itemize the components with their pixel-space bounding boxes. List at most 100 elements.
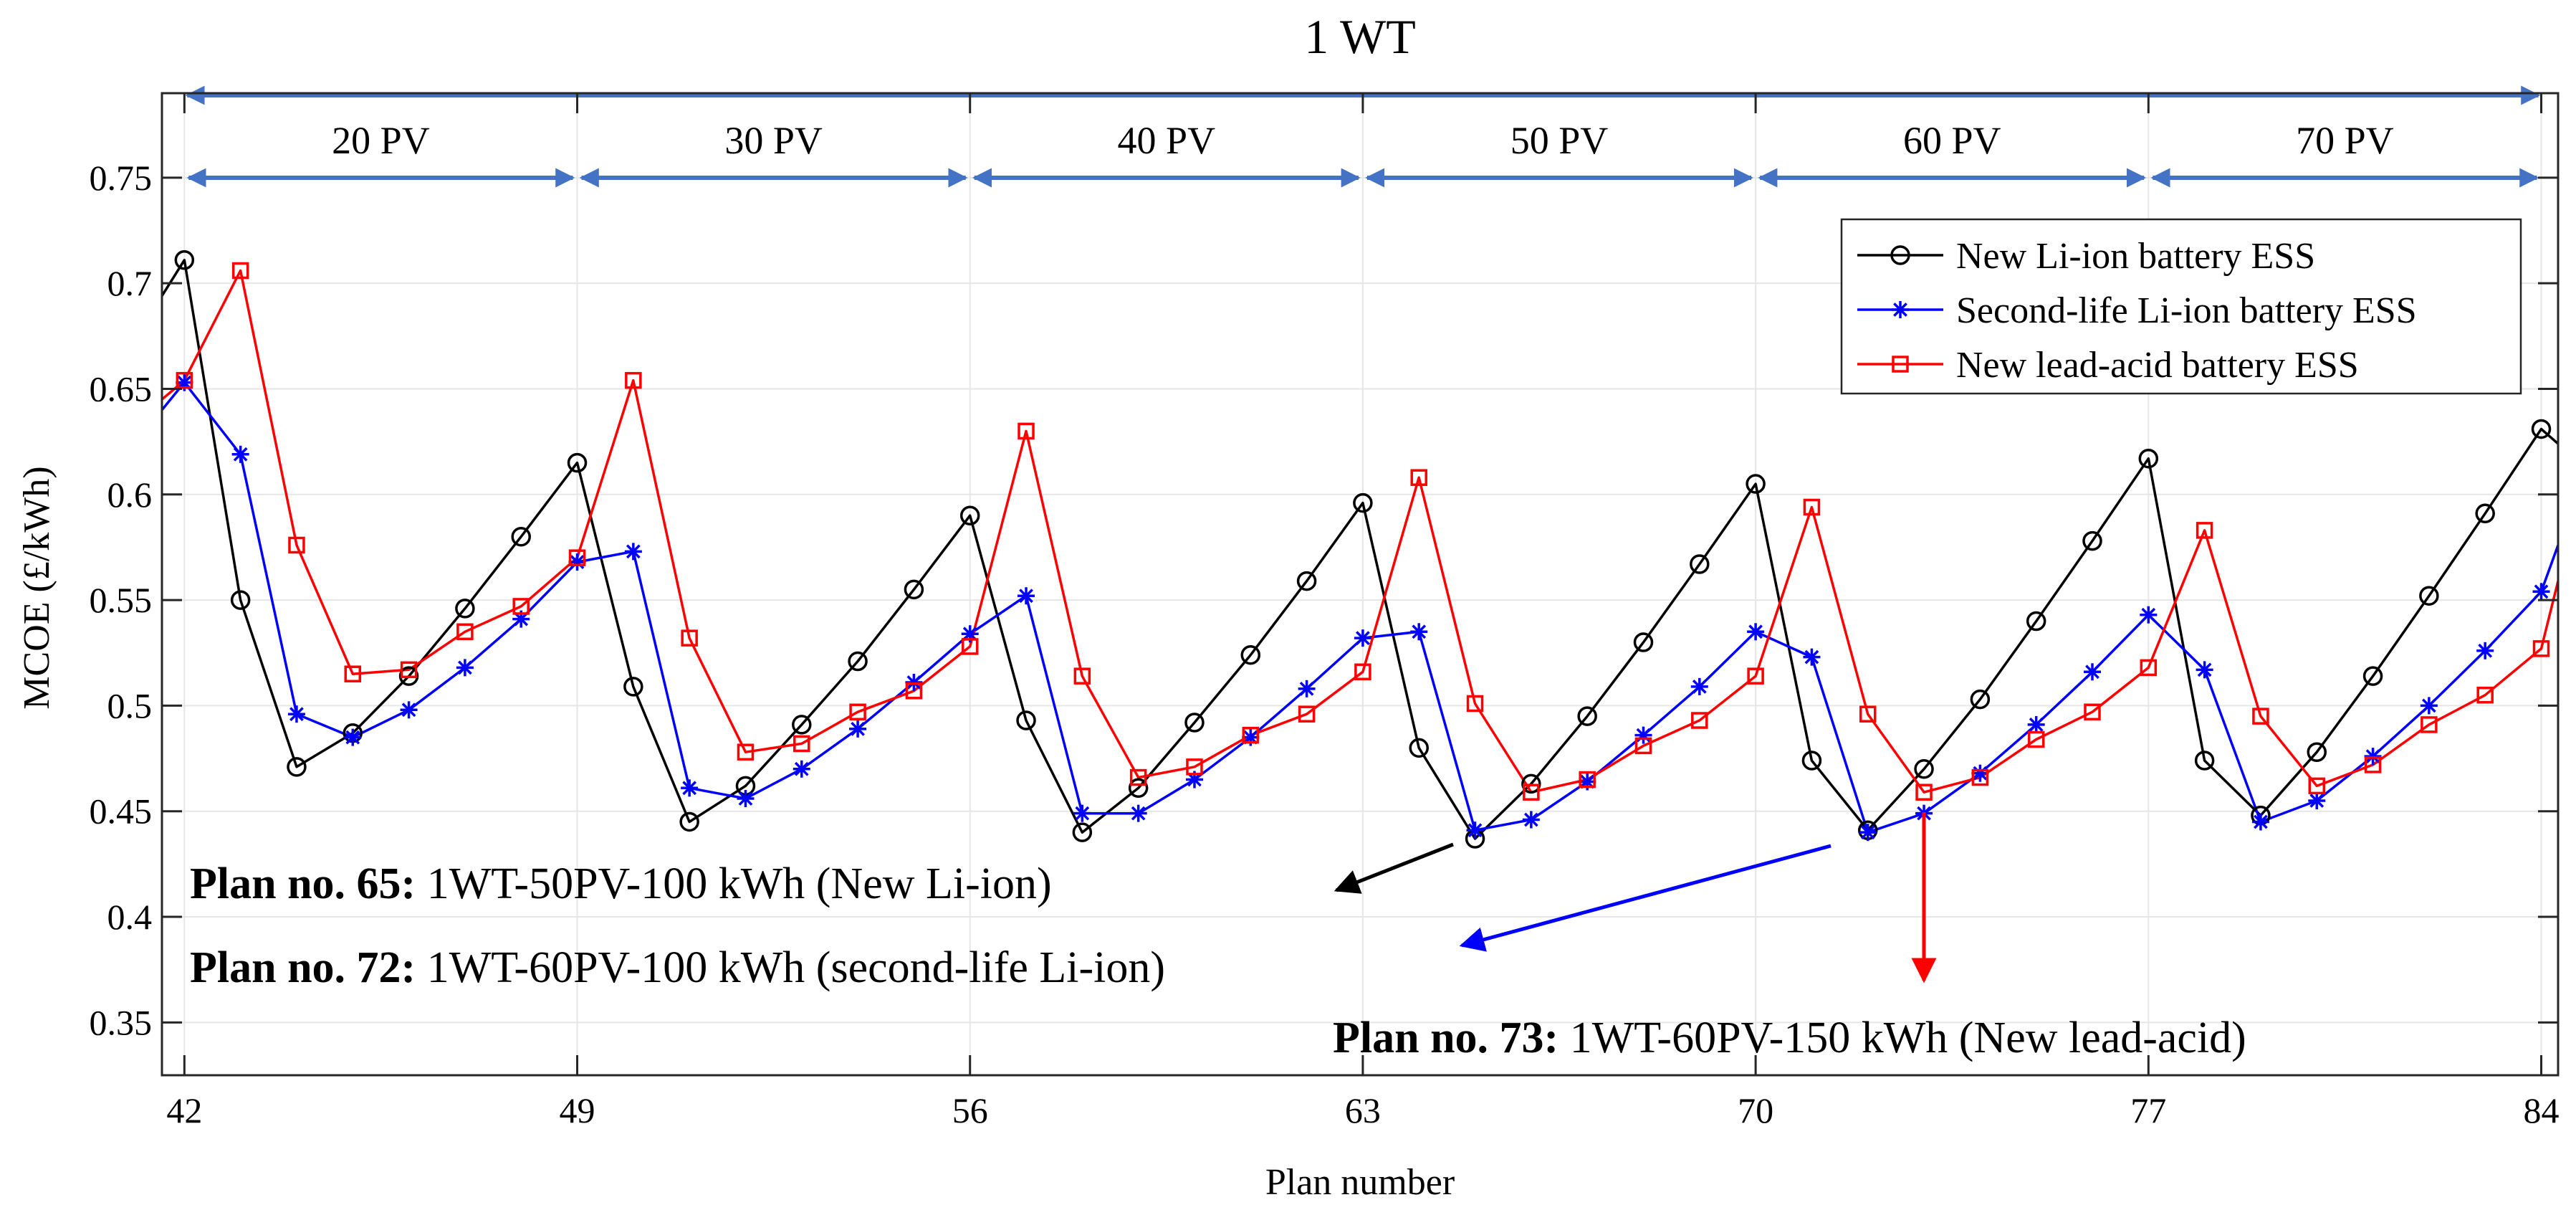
series-line-new-li-ion-battery-ess xyxy=(162,259,2558,840)
point-second-life-li-ion-battery-ess-50 xyxy=(624,543,642,561)
point-new-li-ion-battery-ess-51 xyxy=(679,811,699,832)
series-line-new-lead-acid-battery-ess xyxy=(162,269,2558,794)
point-second-life-li-ion-battery-ess-75 xyxy=(2027,715,2045,733)
point-new-li-ion-battery-ess-54 xyxy=(848,651,868,672)
point-new-li-ion-battery-ess-57 xyxy=(1016,710,1036,730)
point-second-life-li-ion-battery-ess-55 xyxy=(905,674,923,691)
point-new-lead-acid-battery-ess-70 xyxy=(1747,667,1764,685)
point-new-li-ion-battery-ess-81 xyxy=(2362,666,2383,686)
point-new-li-ion-battery-ess-75 xyxy=(2026,611,2046,632)
point-new-lead-acid-battery-ess-50 xyxy=(625,371,642,389)
point-new-lead-acid-battery-ess-72 xyxy=(1859,705,1877,723)
point-new-lead-acid-battery-ess-54 xyxy=(849,703,866,720)
point-second-life-li-ion-battery-ess-54 xyxy=(849,720,867,738)
point-new-lead-acid-battery-ess-77 xyxy=(2140,659,2158,677)
point-new-lead-acid-battery-ess-67 xyxy=(1579,771,1596,789)
point-second-life-li-ion-battery-ess-58 xyxy=(1073,804,1091,822)
point-new-li-ion-battery-ess-48 xyxy=(511,526,531,547)
plot-frame xyxy=(161,92,2560,1077)
x-tick-label-56: 56 xyxy=(952,1090,988,1130)
point-new-lead-acid-battery-ess-44 xyxy=(288,536,305,554)
point-second-life-li-ion-battery-ess-70 xyxy=(1747,623,1765,641)
point-new-li-ion-battery-ess-58 xyxy=(1072,822,1093,842)
point-new-lead-acid-battery-ess-42 xyxy=(176,371,193,389)
x-tick-label-63: 63 xyxy=(1345,1090,1381,1130)
point-new-li-ion-battery-ess-76 xyxy=(2082,530,2102,551)
legend-box xyxy=(1840,218,2522,395)
segment-label-50-pv: 50 PV xyxy=(1510,119,1609,162)
annotation-plan-65: Plan no. 65: 1WT-50PV-100 kWh (New Li-io… xyxy=(190,859,1052,908)
point-second-life-li-ion-battery-ess-52 xyxy=(737,790,755,808)
point-second-life-li-ion-battery-ess-62 xyxy=(1298,680,1316,697)
point-new-li-ion-battery-ess-63 xyxy=(1353,492,1373,513)
point-second-life-li-ion-battery-ess-59 xyxy=(1129,804,1147,822)
point-new-lead-acid-battery-ess-61 xyxy=(1242,726,1260,744)
point-new-lead-acid-battery-ess-58 xyxy=(1073,667,1091,685)
x-tick-label-84: 84 xyxy=(2524,1090,2560,1130)
y-tick-label-0.5: 0.5 xyxy=(107,685,153,725)
y-tick-label-0.6: 0.6 xyxy=(107,475,153,515)
segment-label-70-pv: 70 PV xyxy=(2296,119,2394,162)
point-second-life-li-ion-battery-ess-80 xyxy=(2308,791,2326,809)
point-new-li-ion-battery-ess-55 xyxy=(904,579,924,600)
point-second-life-li-ion-battery-ess-63 xyxy=(1354,629,1371,647)
point-new-li-ion-battery-ess-47 xyxy=(455,599,475,619)
point-second-life-li-ion-battery-ess-57 xyxy=(1018,587,1035,605)
annotations: Plan no. 65: 1WT-50PV-100 kWh (New Li-io… xyxy=(190,812,2246,1062)
point-new-li-ion-battery-ess-78 xyxy=(2194,751,2215,771)
point-second-life-li-ion-battery-ess-71 xyxy=(1803,648,1821,666)
y-tick-label-0.55: 0.55 xyxy=(90,580,153,620)
y-tick-label-0.35: 0.35 xyxy=(90,1002,153,1042)
y-tick-label-0.65: 0.65 xyxy=(90,368,153,409)
legend-marker-new-lead-acid-battery-ess xyxy=(1892,356,1909,373)
point-new-lead-acid-battery-ess-80 xyxy=(2308,777,2326,795)
series-markers xyxy=(174,250,2552,849)
point-new-li-ion-battery-ess-83 xyxy=(2475,503,2495,524)
point-new-lead-acid-battery-ess-84 xyxy=(2532,640,2550,657)
point-new-li-ion-battery-ess-43 xyxy=(230,590,251,610)
legend-label-second-life-li-ion-battery-ess: Second-life Li-ion battery ESS xyxy=(1956,290,2417,331)
point-new-li-ion-battery-ess-64 xyxy=(1409,738,1429,758)
annotation-arrow-plan-65 xyxy=(1334,842,1454,894)
point-new-li-ion-battery-ess-60 xyxy=(1184,713,1205,733)
point-new-lead-acid-battery-ess-59 xyxy=(1129,768,1147,786)
point-new-li-ion-battery-ess-61 xyxy=(1240,644,1261,665)
point-second-life-li-ion-battery-ess-69 xyxy=(1690,677,1708,695)
point-second-life-li-ion-battery-ess-46 xyxy=(400,701,418,719)
point-new-lead-acid-battery-ess-55 xyxy=(905,682,923,700)
point-second-life-li-ion-battery-ess-82 xyxy=(2420,697,2438,715)
legend-label-new-li-ion-battery-ess: New Li-ion battery ESS xyxy=(1956,236,2315,277)
point-second-life-li-ion-battery-ess-77 xyxy=(2140,606,2158,624)
point-new-li-ion-battery-ess-49 xyxy=(567,452,588,473)
point-second-life-li-ion-battery-ess-76 xyxy=(2083,663,2101,681)
x-axis-title: Plan number xyxy=(1265,1162,1455,1203)
point-new-li-ion-battery-ess-84 xyxy=(2531,419,2552,439)
point-new-lead-acid-battery-ess-83 xyxy=(2476,686,2494,704)
annotation-plan-65-bold: Plan no. 65: xyxy=(190,859,416,908)
point-new-li-ion-battery-ess-74 xyxy=(1970,689,1991,710)
point-new-li-ion-battery-ess-46 xyxy=(398,666,419,686)
point-new-li-ion-battery-ess-67 xyxy=(1577,706,1597,726)
point-second-life-li-ion-battery-ess-65 xyxy=(1466,821,1484,839)
point-new-li-ion-battery-ess-50 xyxy=(623,677,643,697)
point-new-lead-acid-battery-ess-82 xyxy=(2421,716,2438,733)
point-second-life-li-ion-battery-ess-51 xyxy=(681,779,699,797)
legend-marker-new-li-ion-battery-ess xyxy=(1890,245,1910,265)
point-new-li-ion-battery-ess-70 xyxy=(1746,474,1766,494)
annotation-plan-72-text: 1WT-60PV-100 kWh (second-life Li-ion) xyxy=(416,943,1165,992)
point-new-li-ion-battery-ess-53 xyxy=(792,715,812,735)
segment-label-40-pv: 40 PV xyxy=(1118,119,1216,162)
annotation-plan-73-bold: Plan no. 73: xyxy=(1333,1014,1558,1062)
point-new-lead-acid-battery-ess-65 xyxy=(1466,695,1484,713)
legend-label-new-lead-acid-battery-ess: New lead-acid battery ESS xyxy=(1956,345,2359,386)
point-new-li-ion-battery-ess-77 xyxy=(2138,448,2159,469)
annotation-plan-73: Plan no. 73: 1WT-60PV-150 kWh (New lead-… xyxy=(1333,1014,2246,1062)
point-new-li-ion-battery-ess-71 xyxy=(1801,751,1822,771)
point-second-life-li-ion-battery-ess-44 xyxy=(287,705,305,723)
x-tick-label-49: 49 xyxy=(560,1090,595,1130)
legend-marker-second-life-li-ion-battery-ess xyxy=(1892,301,1909,318)
annotation-plan-72: Plan no. 72: 1WT-60PV-100 kWh (second-li… xyxy=(190,943,1165,992)
point-new-li-ion-battery-ess-82 xyxy=(2419,586,2439,606)
point-new-lead-acid-battery-ess-57 xyxy=(1018,422,1035,440)
point-second-life-li-ion-battery-ess-66 xyxy=(1522,811,1540,829)
